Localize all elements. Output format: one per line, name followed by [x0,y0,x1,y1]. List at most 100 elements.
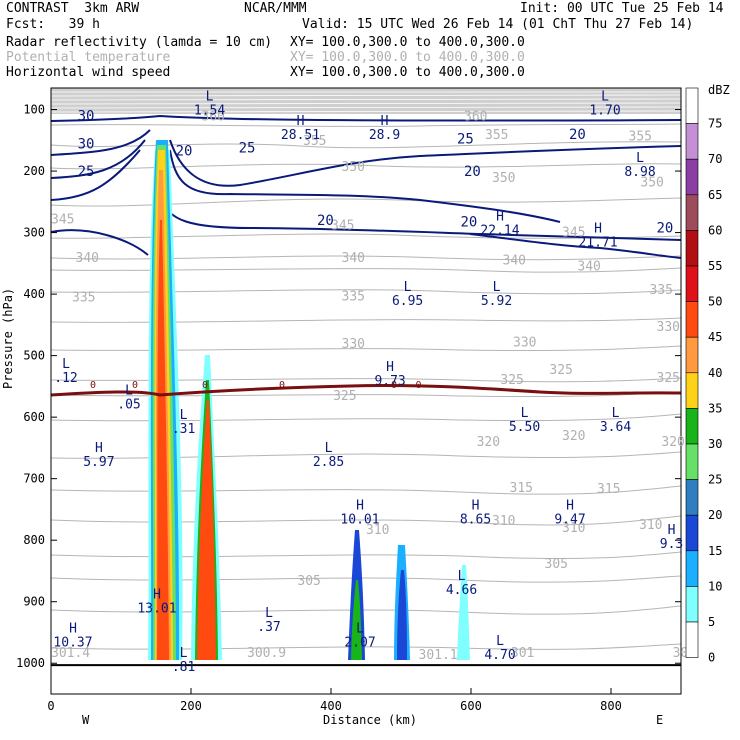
extremum-value: 28.51 [281,128,320,143]
colorbar-level: 40 [708,366,722,380]
extremum-value: 5.50 [509,420,540,435]
extremum-value: 4.70 [484,648,515,663]
extremum-L: L.31 [172,408,195,437]
wind-contours [51,114,681,259]
theta-label: 315 [510,481,533,496]
wind-label: 25 [239,141,256,157]
zero-contour-label: 0 [132,380,138,391]
wind-label: 20 [176,144,193,160]
extremum-value: 6.95 [392,294,423,309]
theta-label: 350 [342,160,365,175]
extremum-value: 10.01 [340,512,379,527]
stratosphere-contour-lines [51,91,681,113]
extremum-H: H28.51 [281,114,320,143]
colorbar-level: 45 [708,330,722,344]
extremum-value: 5.97 [83,455,114,470]
theta-label: 320 [562,429,585,444]
theta-label: 315 [597,482,620,497]
extremum-type: L [521,406,529,421]
wind-label: 20 [461,214,478,230]
theta-label: 310 [492,514,515,529]
colorbar-swatch [685,479,699,516]
extremum-type: L [180,646,188,661]
plot-fields [51,88,681,660]
theta-label: 340 [577,260,600,275]
y-tick-label: 300 [23,226,45,240]
theta-label: 310 [562,521,585,536]
colorbar-level: 30 [708,437,722,451]
colorbar-unit: dBZ [708,83,730,97]
extremum-type: L [612,406,620,421]
extremum-value: .81 [172,660,195,675]
extremum-value: 2.07 [344,635,375,650]
extremum-value: 13.01 [137,602,176,617]
wind-contour-labels: 30 30 25 20 25 25 20 20 20 20 20 [78,109,674,237]
field-name-wind: Horizontal wind speed [6,65,171,80]
colorbar-level: 55 [708,259,722,273]
theta-label: 325 [500,373,523,388]
theta-label: 330 [657,320,680,335]
extremum-L: L4.70 [484,634,515,663]
extremum-type: L [62,357,70,372]
zero-contour-label: 0 [391,380,397,391]
model-title: CONTRAST 3km ARW [6,1,140,16]
zero-contour-label: 0 [415,380,421,391]
theta-label: 360 [202,110,225,125]
theta-label: 330 [342,337,365,352]
extremum-H: H8.65 [460,498,491,527]
extremum-type: H [566,498,574,513]
extremum-type: L [496,634,504,649]
field-name-reflectivity: Radar reflectivity (lamda = 10 cm) [6,35,273,50]
wind-label: 20 [657,221,674,237]
extremum-type: H [386,360,394,375]
extremum-H: H9.73 [374,360,405,389]
theta-label: 301.4 [51,646,90,661]
colorbar-swatch [685,586,699,623]
x-tick-label: 600 [460,699,482,713]
extremum-H: H10.01 [340,498,379,527]
colorbar-level: 70 [708,152,722,166]
colorbar-swatch [685,443,699,480]
extremum-L: L5.50 [509,406,540,435]
colorbar-level: 20 [708,508,722,522]
extremum-H: H13.01 [137,588,176,617]
extremum-value: 9.3 [660,537,683,552]
extremum-value: 8.65 [460,512,491,527]
extremum-type: L [125,383,133,398]
theta-label: 320 [661,435,684,450]
extremum-value: 10.37 [53,635,92,650]
field-xy-theta: XY= 100.0,300.0 to 400.0,300.0 [290,50,525,65]
y-tick-label: 700 [23,472,45,486]
theta-label: 340 [503,254,526,269]
colorbar-level: 0 [708,651,715,665]
y-tick-label: 100 [23,103,45,117]
field-name-theta: Potential temperature [6,50,171,65]
extremum-value: 9.47 [554,512,585,527]
theta-label: 340 [342,251,365,266]
theta-label: 335 [342,289,365,304]
theta-label: 300.9 [247,646,286,661]
colorbar-swatch [685,408,699,445]
colorbar-level: 35 [708,401,722,415]
colorbar-level: 60 [708,223,722,237]
extremum-type: H [496,209,504,224]
colorbar-swatch [685,158,699,196]
colorbar-swatch [685,514,699,552]
y-tick-label: 600 [23,410,45,424]
extremum-type: L [636,151,644,166]
extremum-L: L.81 [172,646,195,675]
colorbar-swatch [685,194,699,231]
extremum-type: H [297,114,305,129]
x-tick-label: 200 [180,699,202,713]
theta-label: 340 [76,251,99,266]
wind-label: 20 [317,213,334,229]
theta-label: 305 [297,574,320,589]
theta-label: 345 [51,212,74,227]
extremum-value: 22.14 [480,223,519,238]
extremum-L: L.12 [54,357,77,386]
wind-label: 25 [78,164,95,180]
extremum-type: L [206,89,214,104]
y-tick-label: 1000 [16,656,45,670]
extremum-value: 8.98 [624,165,655,180]
